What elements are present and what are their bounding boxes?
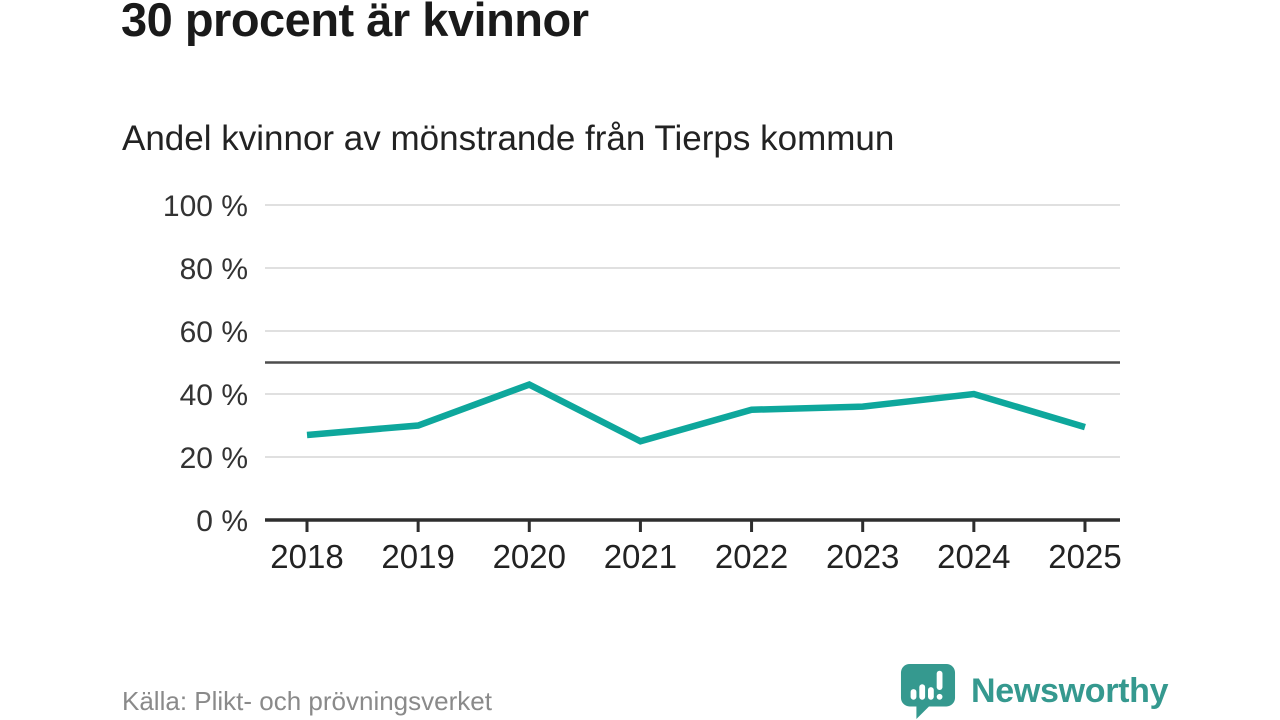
logo-bar-2 [919,684,926,700]
x-axis-tick-label: 2025 [1048,538,1121,575]
y-axis-tick-label: 80 % [180,253,248,286]
logo-bar-3 [928,687,934,700]
y-axis-tick-label: 40 % [180,379,248,412]
x-axis-tick-label: 2021 [604,538,677,575]
x-axis-tick-label: 2018 [270,538,343,575]
logo-bar-1 [910,689,917,700]
newsworthy-logo-icon [900,663,956,719]
newsworthy-brand: Newsworthy [899,663,1169,719]
source-note: Källa: Plikt- och prövningsverket [122,686,492,716]
y-axis-tick-label: 100 % [163,190,248,223]
newsworthy-wordmark: Newsworthy [971,671,1169,710]
x-axis-tick-label: 2024 [937,538,1010,575]
y-axis-tick-label: 20 % [180,442,248,475]
x-axis-tick-label: 2022 [715,538,788,575]
data-line-andel-kvinnor [306,381,1086,445]
chart-title: 30 procent är kvinnor [121,0,589,46]
y-axis-tick-label: 60 % [180,316,248,349]
logo-exclamation-dot [936,693,943,700]
x-axis-tick-label: 2019 [381,538,454,575]
chart-subtitle: Andel kvinnor av mönstrande från Tierps … [122,119,895,158]
logo-exclamation-bar [936,670,943,691]
x-axis-tick-label: 2023 [826,538,899,575]
y-axis-tick-label: 0 % [196,505,248,538]
x-axis-tick-label: 2020 [493,538,566,575]
